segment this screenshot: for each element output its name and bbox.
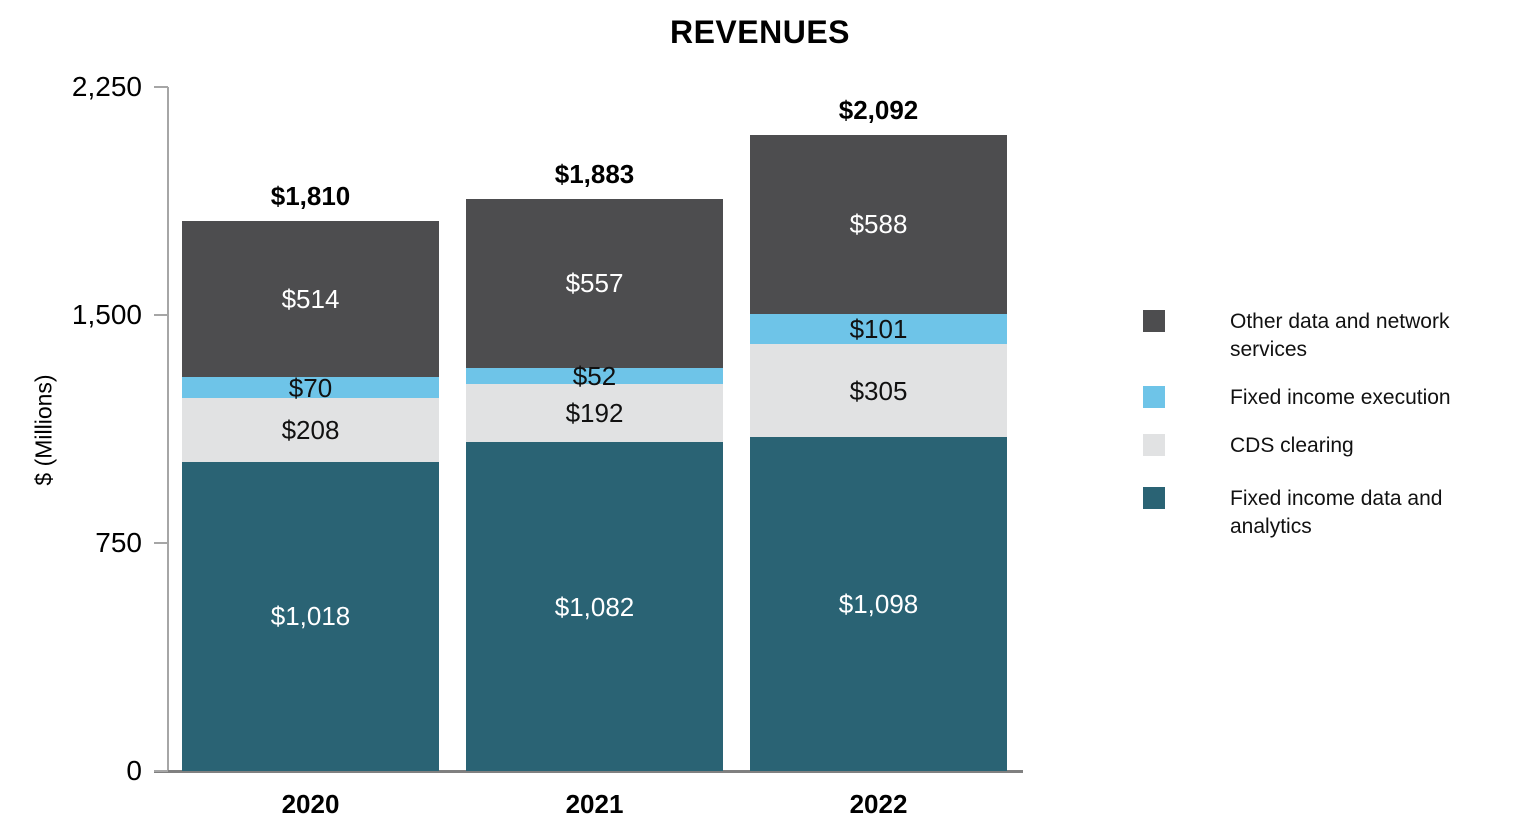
y-tick-label: 0 [126,755,142,786]
x-axis-category-label: 2020 [281,789,340,819]
legend-item: Fixed income execution [1143,384,1470,412]
bar-segment-value: $305 [849,375,908,406]
legend-item: Fixed income data and analytics [1143,485,1470,541]
stacked-bar-2022: $1,098 $305 $101 $588 [750,135,1007,771]
bar-segment: $557 [466,198,723,368]
stacked-bar-2020: $1,018 $208 $70 $514 [182,220,439,771]
bar-segment: $52 [466,363,723,389]
bar-segment: $1,018 [182,461,439,771]
bar-segment-value: $52 [572,360,617,391]
bar-segment: $208 [182,398,439,462]
bar-segment-value: $557 [565,268,624,299]
y-tick-mark [154,86,168,88]
legend-swatch [1143,434,1165,456]
legend-item: Other data and network services [1143,308,1470,364]
legend-label: CDS clearing [1230,434,1354,457]
x-axis-category-label: 2022 [849,789,908,819]
legend-swatch [1143,487,1165,509]
bar-segment: $101 [750,313,1007,345]
y-tick-mark [154,770,168,772]
bar-total-value: $2,092 [838,95,919,126]
legend-item: CDS clearing [1143,432,1470,460]
y-tick-label: 750 [95,527,142,558]
bar-segment-value: $70 [288,372,333,403]
bar-segment: $514 [182,220,439,378]
legend-swatch [1143,310,1165,332]
legend-label: Fixed income execution [1230,386,1451,409]
legend-label: Fixed income data and analytics [1230,487,1443,538]
y-tick-label: 2,250 [71,71,142,102]
bar-segment: $70 [182,372,439,403]
bar-segment-value: $514 [281,283,340,314]
bar-segment: $1,098 [750,437,1007,771]
legend-swatch [1143,386,1165,408]
bar-segment: $305 [750,344,1007,438]
stacked-bar-2021: $1,082 $192 $52 $557 [466,198,723,771]
y-axis-line [167,87,169,772]
x-axis-line [154,770,1023,773]
bar-segment: $1,082 [466,442,723,771]
bar-segment-value: $1,098 [838,589,919,620]
y-tick-mark [154,314,168,316]
legend-label: Other data and network services [1230,310,1450,361]
bar-segment-value: $588 [849,209,908,240]
bar-total-value: $1,883 [554,158,635,189]
x-axis-category-label: 2021 [565,789,624,819]
chart-title: REVENUES [669,14,851,50]
y-tick-label: 1,500 [71,299,142,330]
bar-segment-value: $192 [565,397,624,428]
y-axis-title: $ (Millions) [30,374,57,486]
y-tick-mark [154,542,168,544]
bar-segment: $192 [466,383,723,443]
bar-segment-value: $1,082 [554,591,635,622]
bar-total-value: $1,810 [270,180,351,211]
bar-segment-value: $208 [281,414,340,445]
bar-segment-value: $1,018 [270,601,351,632]
bar-segment: $588 [750,135,1007,314]
bar-segment-value: $101 [849,314,908,345]
